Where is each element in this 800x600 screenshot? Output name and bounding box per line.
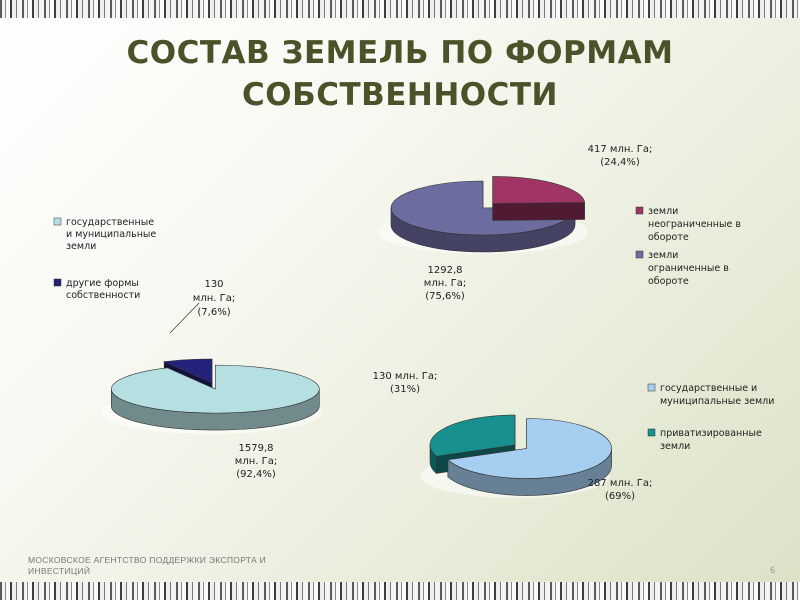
pie-2-data-label-2-line-3: (7,6%) (197, 307, 230, 318)
pie-3-legend-entry-2-line-1: приватизированные (660, 428, 762, 439)
pie-1-data-label-1-line-2: (24,4%) (600, 157, 640, 168)
footer-line-1: МОСКОВСКОЕ АГЕНТСТВО ПОДДЕРЖКИ ЭКСПОРТА … (28, 555, 267, 565)
pie-1-legend-entry-2-line-1: земли (648, 250, 678, 261)
pie-2-data-label-2-line-1: 130 (204, 279, 223, 290)
pie-3-data-label-1-line-1: 287 млн. Га; (588, 478, 653, 489)
pie-2-data-label-1-line-3: (92,4%) (236, 469, 276, 480)
pie-1-data-label-2-line-3: (75,6%) (425, 291, 465, 302)
pie-2-data-label-1-line-2: млн. Га; (235, 456, 277, 467)
pie-2-data-label-2-line-2: млн. Га; (193, 293, 235, 304)
pie-2-leader-line (169, 302, 200, 334)
pie-3-legend-swatch-1 (647, 383, 656, 392)
footer-line-2: ИНВЕСТИЦИЙ (28, 566, 91, 576)
pie-1-legend-entry-1-line-3: обороте (648, 232, 689, 243)
pie-3-data-label-2-line-2: (31%) (390, 384, 420, 395)
pie-chart-1: 417 млн. Га; (24,4%) 1292,8 млн. Га; (75,6%)… (390, 144, 741, 302)
pie-3-legend-entry-1-line-2: муниципальные земли (660, 396, 774, 407)
decorative-bottom-strip (0, 582, 800, 600)
pie-2-legend-swatch-2 (53, 278, 62, 287)
pie-3-legend-entry-1-line-1: государственные и (660, 383, 757, 394)
pie-1-data-label-1-line-1: 417 млн. Га; (588, 144, 653, 155)
page-number: 6 (770, 565, 776, 575)
pie-1-legend-entry-2-line-3: обороте (648, 276, 689, 287)
pie-2-legend-entry-1-line-2: и муниципальные (66, 229, 156, 240)
pie-3-data-label-2-line-1: 130 млн. Га; (373, 371, 438, 382)
pie-1-legend-entry-1-line-1: земли (648, 206, 678, 217)
pie-chart-3: 287 млн. Га; (69%) 130 млн. Га; (31%) госуда… (373, 371, 775, 502)
pie-3-data-label-1-line-2: (69%) (605, 491, 635, 502)
pie-1-legend-swatch-1 (635, 206, 644, 215)
pie-1-legend-entry-1-line-2: неограниченные в (648, 219, 741, 230)
pie-1-legend: земли неограниченные в обороте земли огранич… (635, 206, 741, 287)
pie-3-legend-entry-2-line-2: земли (660, 441, 690, 452)
pie-2-slice-1 (111, 364, 320, 431)
slide-title-line-2: СОБСТВЕННОСТИ (241, 77, 558, 113)
footer-agency-name: МОСКОВСКОЕ АГЕНТСТВО ПОДДЕРЖКИ ЭКСПОРТА … (28, 555, 288, 577)
slide-title-line-1: СОСТАВ ЗЕМЕЛЬ ПО ФОРМАМ (126, 35, 674, 71)
pie-1-legend-swatch-2 (635, 250, 644, 259)
pie-3-legend: государственные и муниципальные земли прив… (647, 383, 774, 452)
decorative-top-strip (0, 0, 800, 18)
pie-2-data-label-1-line-1: 1579,8 (239, 443, 274, 454)
pie-1-slice-1 (492, 176, 585, 221)
pie-3-slice-1 (447, 418, 612, 496)
pie-2-legend-entry-2-line-2: собственности (66, 290, 140, 301)
pie-3-legend-swatch-2 (647, 428, 656, 437)
pie-1-data-label-2-line-1: 1292,8 (428, 265, 463, 276)
pie-2-legend-entry-2-line-1: другие формы (66, 278, 139, 289)
pie-1-legend-entry-2-line-2: ограниченные в (648, 263, 729, 274)
pie-2-legend-entry-1-line-3: земли (66, 241, 96, 252)
pie-2-legend-entry-1-line-1: государственные (66, 217, 154, 228)
pie-chart-2: 1579,8 млн. Га; (92,4%) 130 млн. Га; (7,6%) го… (53, 217, 320, 480)
pie-2-legend-swatch-1 (53, 217, 62, 226)
slide-title: СОСТАВ ЗЕМЕЛЬ ПО ФОРМАМ СОБСТВЕННОСТИ (60, 32, 740, 116)
pie-1-data-label-2-line-2: млн. Га; (424, 278, 466, 289)
